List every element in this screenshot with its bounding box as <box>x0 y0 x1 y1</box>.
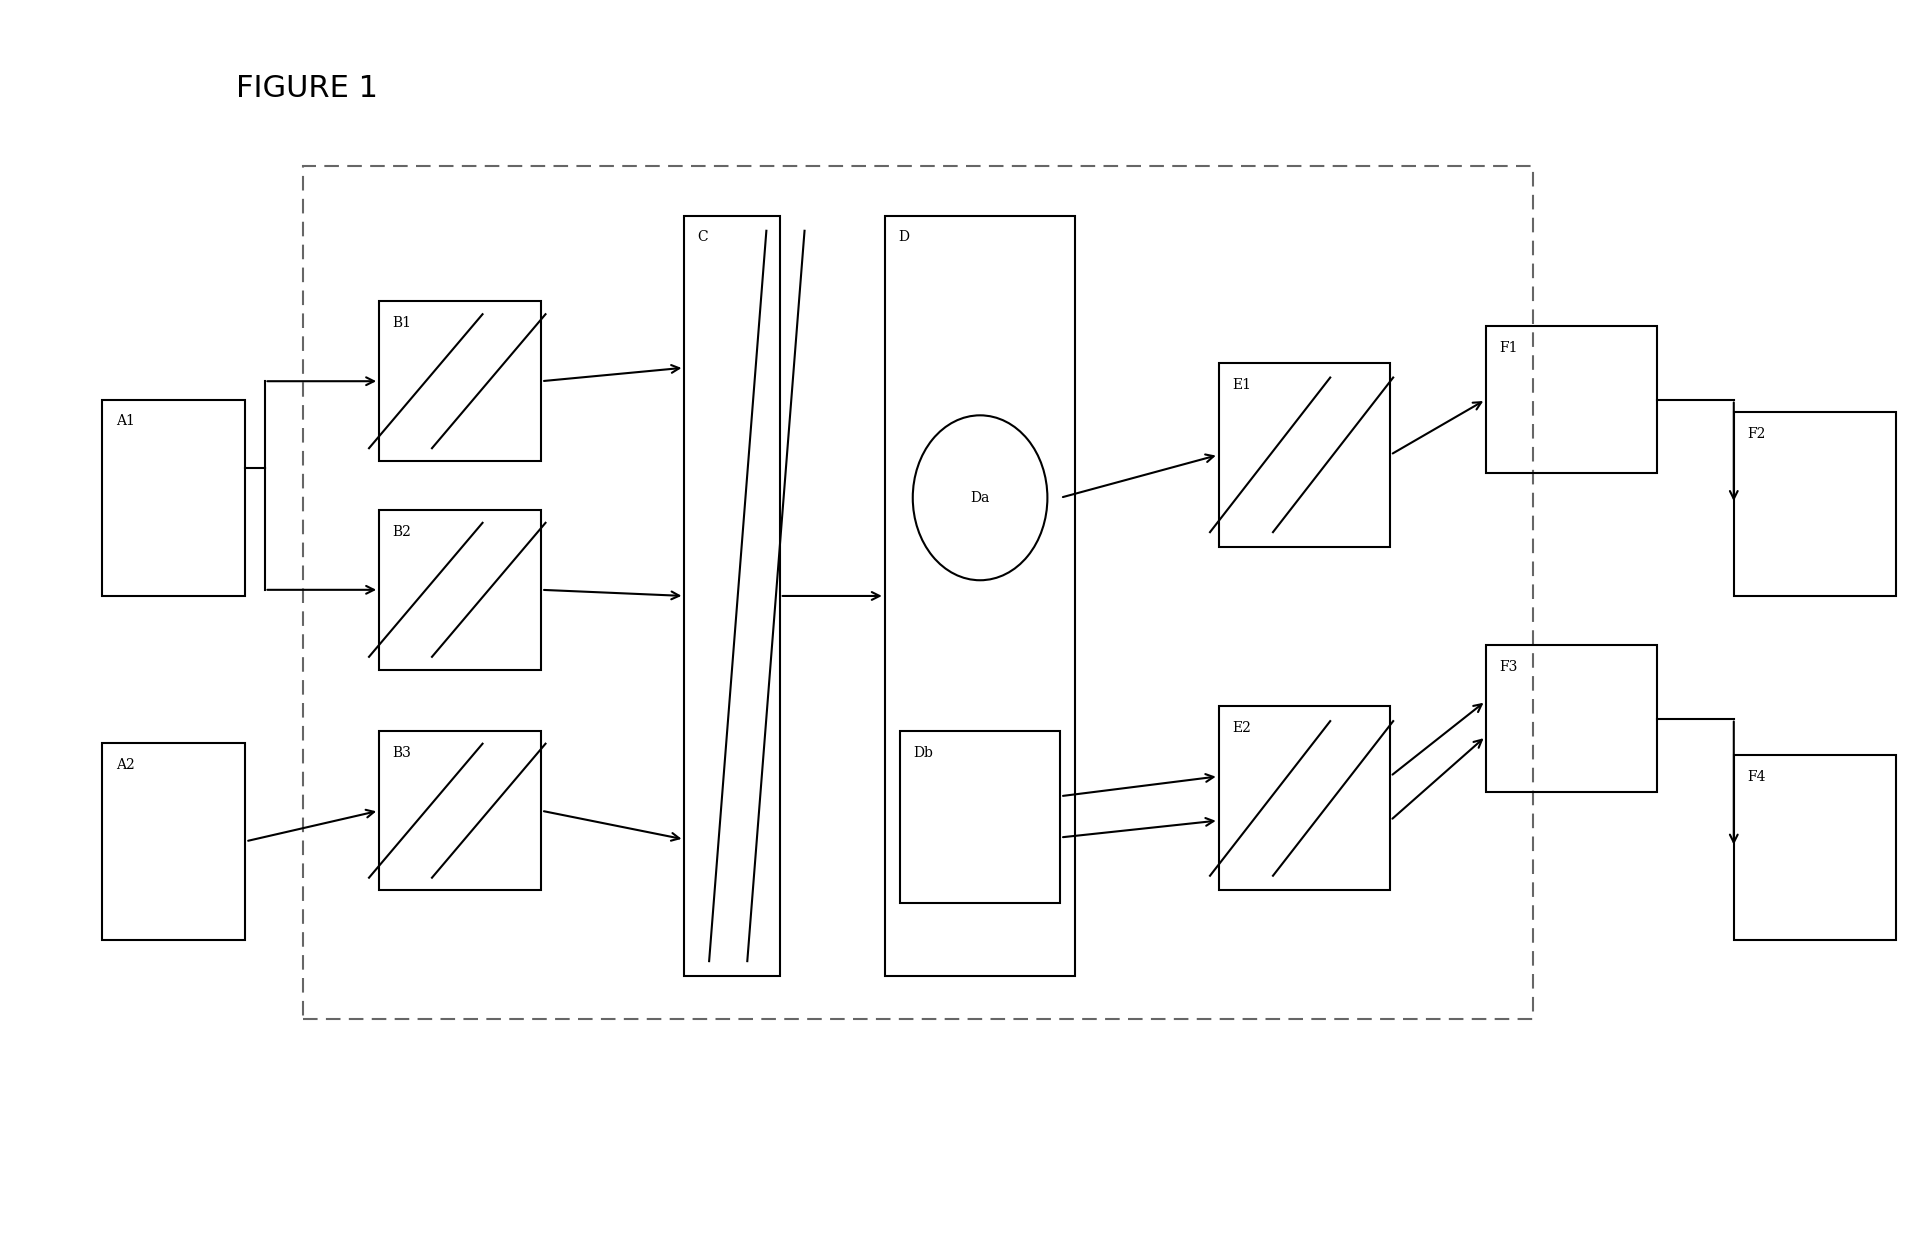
Text: F1: F1 <box>1499 341 1518 355</box>
Text: F4: F4 <box>1747 771 1766 784</box>
Text: C: C <box>698 231 709 244</box>
Text: A1: A1 <box>115 414 135 428</box>
Text: Da: Da <box>971 490 990 505</box>
Text: Db: Db <box>913 746 934 759</box>
Text: B3: B3 <box>392 746 411 759</box>
Text: E2: E2 <box>1232 721 1251 735</box>
Text: B1: B1 <box>392 316 411 330</box>
Text: B2: B2 <box>392 525 411 539</box>
Text: F2: F2 <box>1747 427 1766 441</box>
Text: F3: F3 <box>1499 660 1518 674</box>
Text: D: D <box>898 231 909 244</box>
Text: FIGURE 1: FIGURE 1 <box>236 74 379 103</box>
Text: E1: E1 <box>1232 377 1251 391</box>
Text: A2: A2 <box>115 758 135 772</box>
